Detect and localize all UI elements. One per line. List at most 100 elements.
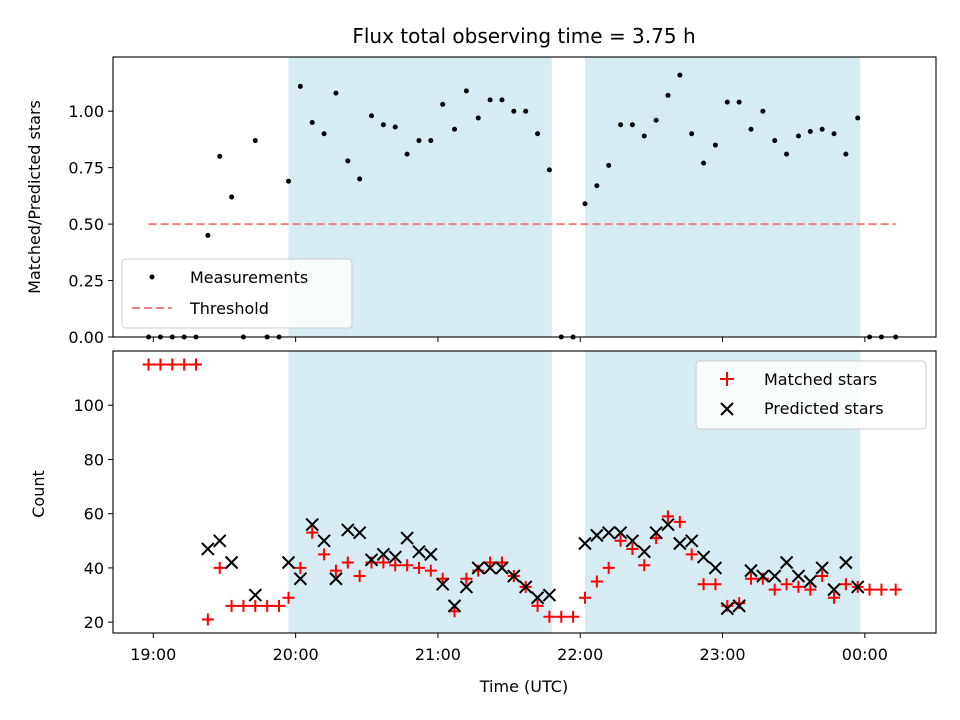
legend-predicted-label: Predicted stars — [764, 399, 884, 418]
measurements-point-38 — [594, 183, 600, 189]
matched-stars-point-45 — [673, 515, 686, 528]
matched-stars-point-27 — [460, 572, 473, 585]
matched-stars-point-53 — [768, 583, 781, 596]
measurements-point-54 — [784, 151, 790, 157]
predicted-stars-point-16 — [424, 547, 438, 562]
top-y-axis-label: Matched/Predicted stars — [25, 100, 44, 294]
bottom-legend: Matched stars Predicted stars — [695, 360, 927, 430]
y-tick-label-0: 0.00 — [68, 328, 104, 347]
measurements-point-12 — [286, 178, 292, 184]
top-panel: Flux total observing time = 3.75 h 0.000… — [25, 24, 937, 347]
observing-window-2 — [584, 57, 861, 337]
predicted-stars-point-5 — [293, 572, 308, 586]
legend-predicted-marker — [720, 402, 734, 416]
y-tick-label-4: 1.00 — [68, 102, 104, 121]
matched-stars-point-2 — [166, 358, 179, 371]
matched-stars-point-22 — [401, 559, 414, 572]
measurements-point-13 — [297, 83, 303, 89]
predicted-stars-point-49 — [839, 555, 853, 570]
measurements-point-19 — [369, 113, 375, 119]
predicted-stars-point-12 — [376, 547, 391, 562]
measurements-point-33 — [535, 131, 541, 137]
predicted-stars-point-3 — [248, 588, 263, 602]
predicted-stars-point-31 — [625, 534, 640, 548]
bottom-x-ticks: 19:00 20:00 21:00 22:00 23:00 00:00 — [130, 633, 888, 664]
predicted-stars-point-43 — [768, 569, 782, 583]
matched-stars-point-41 — [626, 542, 639, 555]
matched-stars-point-10 — [261, 599, 274, 612]
predicted-stars-point-7 — [317, 534, 331, 548]
bottom-plot-marks — [142, 358, 902, 626]
measurements-point-21 — [392, 124, 398, 130]
predicted-stars-point-50 — [851, 580, 865, 594]
measurements-point-57 — [819, 126, 825, 132]
y-tick-label-3: 80 — [84, 450, 104, 469]
predicted-stars-point-41 — [744, 563, 758, 578]
measurements-point-52 — [760, 108, 766, 114]
measurements-point-41 — [629, 122, 635, 128]
matched-stars-point-42 — [638, 559, 651, 572]
predicted-stars-point-33 — [649, 525, 663, 540]
measurements-point-24 — [428, 138, 434, 144]
x-tick-label-2: 21:00 — [415, 645, 461, 664]
predicted-stars-point-28 — [590, 528, 604, 543]
measurements-point-42 — [641, 133, 647, 139]
measurements-point-50 — [736, 99, 742, 105]
matched-stars-point-6 — [213, 561, 226, 574]
predicted-stars-point-32 — [637, 544, 651, 559]
x-tick-label-5: 00:00 — [842, 645, 888, 664]
x-tick-label-0: 19:00 — [130, 645, 176, 664]
measurements-point-49 — [724, 99, 730, 105]
predicted-stars-point-0 — [201, 542, 215, 556]
predicted-stars-point-40 — [732, 599, 746, 613]
measurements-point-26 — [452, 126, 458, 132]
measurements-point-17 — [345, 158, 351, 164]
matched-stars-point-54 — [780, 578, 793, 591]
measurements-point-34 — [546, 167, 552, 173]
matched-stars-point-13 — [294, 561, 307, 574]
predicted-stars-point-38 — [708, 561, 723, 575]
predicted-stars-point-19 — [459, 580, 474, 594]
measurements-point-29 — [487, 97, 493, 103]
bottom-y-ticks: 20 40 60 80 100 — [73, 396, 113, 632]
predicted-stars-point-1 — [213, 534, 227, 548]
predicted-stars-point-17 — [435, 577, 450, 591]
measurements-point-39 — [606, 162, 612, 168]
matched-stars-point-21 — [389, 559, 402, 572]
measurements-point-56 — [807, 129, 813, 135]
predicted-stars-point-11 — [364, 553, 379, 567]
matched-stars-point-14 — [306, 526, 319, 539]
matched-stars-point-47 — [697, 578, 710, 591]
predicted-stars-point-36 — [685, 534, 699, 548]
legend-measurements-marker — [149, 274, 155, 280]
top-y-ticks: 0.00 0.25 0.50 0.75 1.00 — [68, 102, 113, 347]
predicted-stars-point-35 — [673, 536, 687, 551]
matched-stars-point-30 — [495, 556, 508, 569]
predicted-stars-point-21 — [483, 561, 497, 575]
predicted-stars-point-18 — [447, 599, 462, 613]
predicted-stars-point-13 — [388, 550, 402, 564]
measurements-point-16 — [333, 90, 339, 96]
legend-matched-label: Matched stars — [764, 370, 877, 389]
matched-stars-point-20 — [377, 556, 390, 569]
measurements-point-58 — [831, 131, 837, 137]
predicted-stars-point-39 — [720, 601, 734, 616]
top-legend-box — [121, 258, 353, 329]
measurements-point-32 — [523, 108, 529, 114]
matched-stars-point-12 — [282, 591, 295, 604]
matched-stars-point-23 — [412, 561, 425, 574]
matched-stars-point-33 — [531, 599, 544, 612]
top-legend: Measurements Threshold — [121, 258, 353, 329]
matched-stars-point-17 — [341, 556, 354, 569]
matched-stars-point-9 — [249, 599, 262, 612]
matched-stars-point-61 — [863, 583, 876, 596]
matched-stars-point-57 — [816, 570, 829, 583]
matched-stars-point-4 — [190, 358, 203, 371]
matched-stars-point-58 — [828, 591, 841, 604]
matched-stars-point-0 — [142, 358, 155, 371]
x-tick-label-1: 20:00 — [273, 645, 319, 664]
matched-stars-point-29 — [484, 556, 497, 569]
predicted-stars-point-2 — [224, 555, 239, 570]
predicted-stars-point-8 — [329, 572, 343, 586]
measurements-point-44 — [665, 92, 671, 98]
